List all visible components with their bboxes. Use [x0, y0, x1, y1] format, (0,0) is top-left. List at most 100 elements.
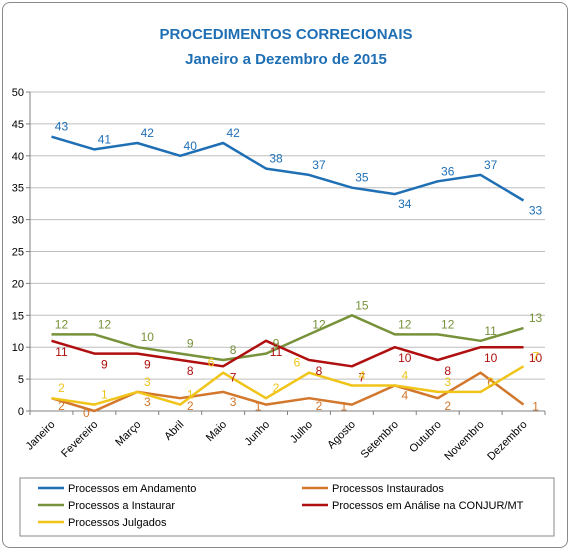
legend-label: Processos a Instaurar	[68, 500, 175, 512]
data-label: 12	[398, 317, 412, 331]
data-label: 12	[55, 317, 69, 331]
data-label: 12	[98, 317, 112, 331]
data-label: 9	[273, 337, 280, 351]
chart-title: PROCEDIMENTOS CORRECIONAIS	[159, 26, 412, 43]
y-tick-label: 20	[12, 278, 24, 290]
data-label: 3	[444, 375, 451, 389]
x-tick-label: Março	[113, 419, 143, 449]
y-tick-label: 30	[12, 215, 24, 227]
data-label: 42	[141, 126, 155, 140]
data-label: 40	[184, 139, 198, 153]
data-label: 42	[226, 126, 240, 140]
data-label: 1	[341, 400, 348, 414]
data-label: 6	[294, 356, 301, 370]
data-label: 7	[230, 370, 237, 384]
data-label: 11	[270, 345, 283, 359]
data-label: 8	[444, 364, 451, 378]
x-tick-label: Julho	[288, 419, 315, 446]
data-label: 2	[444, 399, 451, 413]
chart-frame	[2, 2, 568, 548]
data-label: 4	[359, 368, 366, 382]
legend-label: Processos Instaurados	[332, 483, 444, 495]
data-label: 38	[269, 152, 283, 166]
series-line	[51, 339, 524, 368]
data-label: 8	[230, 343, 237, 357]
y-tick-label: 0	[18, 406, 24, 418]
data-label: 36	[441, 164, 455, 178]
series-line	[51, 314, 524, 362]
x-tick-label: Janeiro	[24, 419, 58, 453]
grid	[30, 91, 545, 380]
data-label: 2	[316, 399, 323, 413]
data-label: 10	[484, 351, 498, 365]
data-label: 6	[487, 376, 494, 390]
data-label: 10	[398, 351, 412, 365]
data-label: 7	[532, 349, 539, 363]
data-label: 9	[101, 358, 108, 372]
data-label: 43	[55, 120, 69, 134]
data-label: 37	[312, 158, 326, 172]
data-label: 37	[484, 158, 498, 172]
data-label: 9	[144, 358, 151, 372]
x-tick-label: Abril	[162, 419, 186, 443]
data-label: 11	[484, 324, 497, 338]
data-label: 8	[187, 364, 194, 378]
x-tick-label: Fevereiro	[59, 419, 100, 460]
data-label: 33	[529, 203, 543, 217]
data-label: 2	[58, 381, 65, 395]
y-tick-label: 35	[12, 183, 24, 195]
data-label: 3	[230, 395, 237, 409]
data-label: 6	[208, 356, 215, 370]
data-label: 8	[316, 364, 323, 378]
data-label: 3	[487, 375, 494, 389]
series-line	[51, 365, 525, 406]
data-label: 2	[187, 399, 194, 413]
series-lines	[51, 135, 525, 413]
x-tick-label: Outubro	[407, 419, 444, 456]
chart-subtitle: Janeiro a Dezembro de 2015	[185, 51, 387, 68]
data-label: 0	[83, 406, 90, 420]
legend-box	[19, 477, 555, 537]
data-label: 1	[255, 400, 262, 414]
data-label: 2	[273, 381, 280, 395]
data-label: 13	[529, 311, 543, 325]
y-tick-label: 50	[12, 87, 24, 99]
x-tick-label: Setembro	[359, 419, 401, 461]
data-label: 4	[401, 388, 408, 402]
data-label: 11	[55, 345, 68, 359]
data-label: 7	[359, 370, 366, 384]
y-tick-label: 40	[12, 151, 24, 163]
x-tick-label: Dezembro	[485, 419, 529, 463]
data-label: 1	[187, 388, 194, 402]
data-label: 12	[441, 317, 455, 331]
legend-label: Processos em Andamento	[68, 483, 196, 495]
data-label: 10	[529, 351, 543, 365]
data-label: 3	[144, 395, 151, 409]
y-tick-label: 5	[18, 374, 24, 386]
x-tick-label: Maio	[204, 419, 229, 444]
legend: Processos em Andamento Processos Instaura…	[19, 477, 555, 537]
y-tick-label: 15	[12, 310, 24, 322]
x-tick-label: Agosto	[325, 419, 358, 452]
series-line	[51, 135, 525, 202]
data-label: 3	[144, 375, 151, 389]
data-label: 34	[398, 197, 412, 211]
y-tick-label: 10	[12, 342, 24, 354]
data-label: 4	[401, 368, 408, 382]
x-tick-label: Junho	[242, 419, 272, 449]
data-label: 41	[98, 132, 112, 146]
data-label: 35	[355, 171, 369, 185]
data-label: 15	[355, 298, 369, 312]
data-label: 2	[58, 399, 65, 413]
data-label: 1	[101, 388, 108, 402]
data-label: 1	[532, 400, 539, 414]
legend-label: Processos em Análise na CONJUR/MT	[332, 500, 524, 512]
y-tick-label: 25	[12, 247, 24, 259]
data-label: 9	[187, 337, 194, 351]
y-tick-label: 45	[12, 119, 24, 131]
data-label: 10	[141, 330, 155, 344]
x-tick-label: Novembro	[442, 419, 486, 463]
